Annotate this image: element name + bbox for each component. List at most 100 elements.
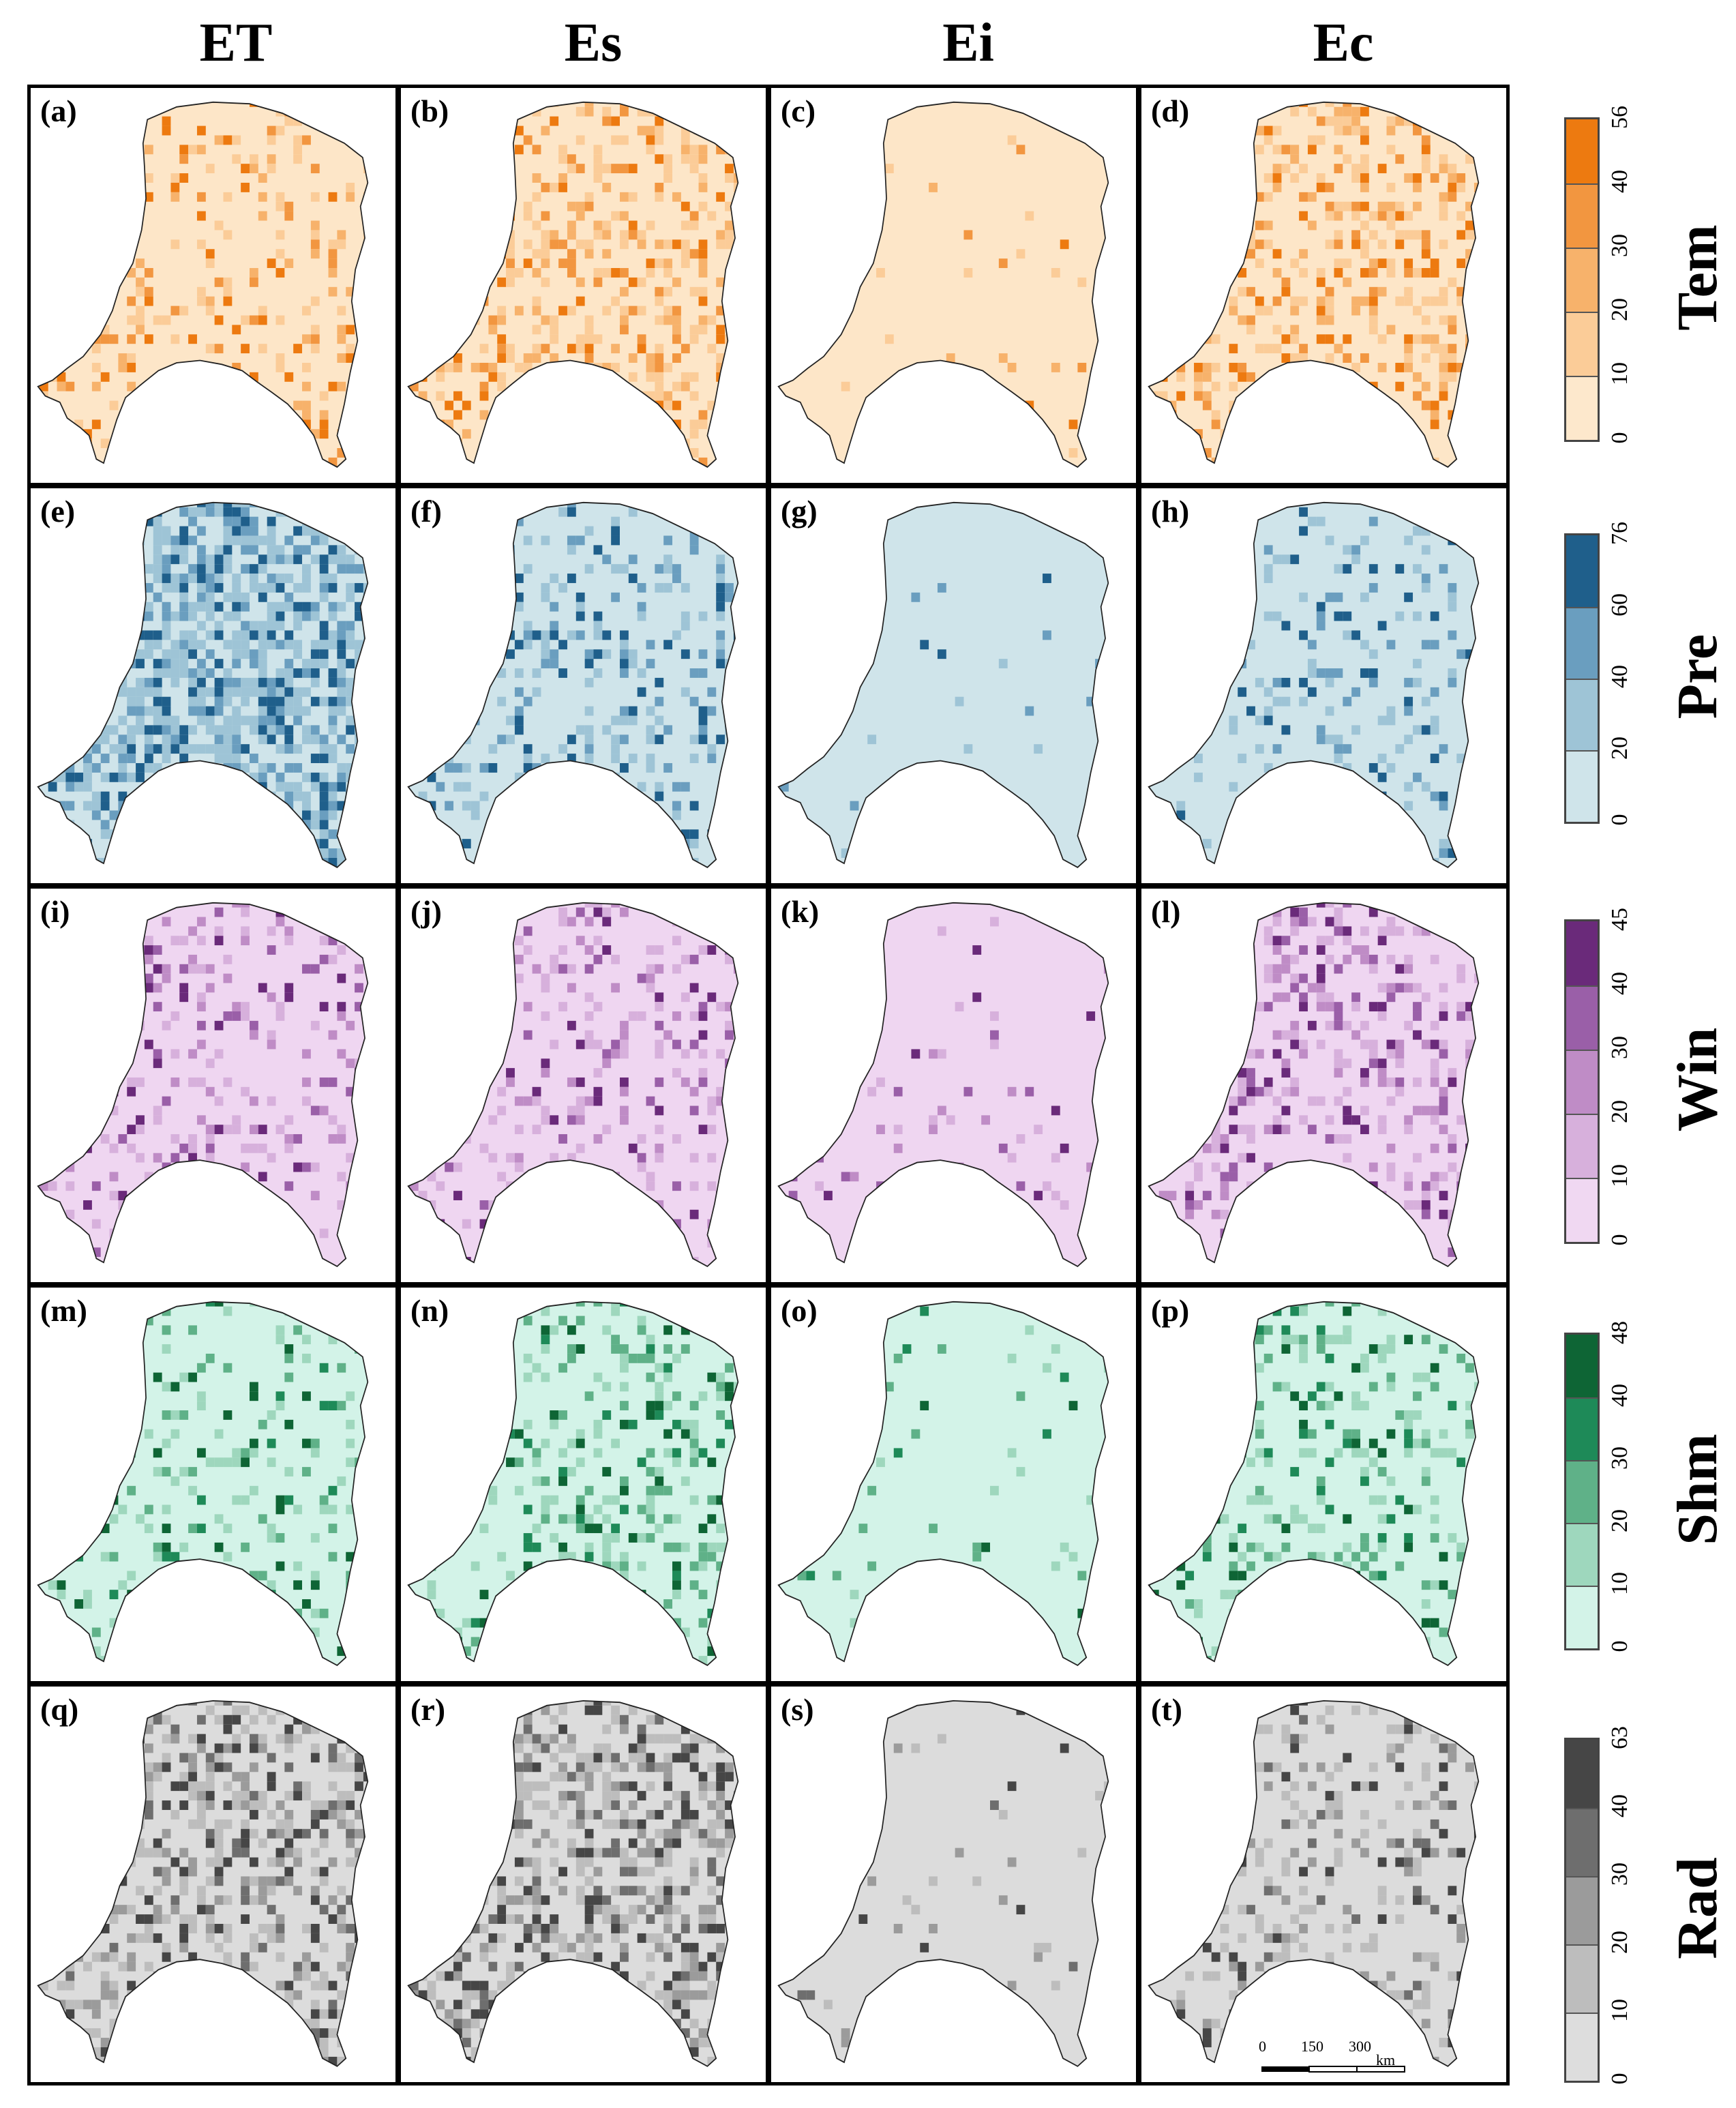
column-title-et: ET <box>199 13 273 73</box>
legend-swatch <box>1566 183 1598 248</box>
panel-label: (b) <box>410 93 449 128</box>
panel-label: (j) <box>410 894 442 929</box>
scale-bar-graphic <box>1261 2066 1405 2073</box>
panel-label: (i) <box>40 894 70 929</box>
panel-label: (h) <box>1151 494 1190 529</box>
watershed-map <box>37 902 369 1268</box>
legend-swatch <box>1566 1523 1598 1586</box>
legend-bar-tem <box>1564 117 1600 442</box>
legend-bar-win <box>1564 919 1600 1244</box>
legend-bar-shm <box>1564 1333 1600 1650</box>
legend-tick: 40 <box>1607 665 1632 688</box>
legend-swatch <box>1566 2013 1598 2081</box>
scale-unit: km <box>1376 2051 1396 2068</box>
map-panel-s: (s) <box>768 1683 1139 2085</box>
panel-label: (d) <box>1151 93 1190 128</box>
map-panel-r: (r) <box>398 1683 769 2085</box>
watershed-map <box>407 501 739 868</box>
scale-tick-300: 300 <box>1349 2038 1371 2055</box>
legend-tick: 20 <box>1607 1100 1632 1123</box>
legend-tick: 10 <box>1607 1999 1632 2022</box>
legend-tick: 63 <box>1607 1726 1632 1749</box>
legend-swatch <box>1566 679 1598 750</box>
legend-tick: 40 <box>1607 1794 1632 1817</box>
legend-tick: 0 <box>1607 1640 1632 1652</box>
variable-label-pre: Pre <box>1666 634 1729 719</box>
legend-bar-pre <box>1564 533 1600 824</box>
map-panel-k: (k) <box>768 885 1139 1286</box>
legend-swatch <box>1566 1397 1598 1460</box>
watershed-map <box>1148 501 1480 868</box>
map-panel-j: (j) <box>398 885 769 1286</box>
watershed-map <box>407 1699 739 2067</box>
legend-tick: 30 <box>1607 1862 1632 1886</box>
legend-swatch <box>1566 248 1598 312</box>
watershed-map <box>777 1699 1109 2067</box>
legend-tick: 0 <box>1607 432 1632 444</box>
legend-tick: 48 <box>1607 1321 1632 1344</box>
panel-label: (l) <box>1151 894 1181 929</box>
legend-swatch <box>1566 1876 1598 1944</box>
map-panel-l: (l) <box>1138 885 1510 1286</box>
watershed-map <box>37 1699 369 2067</box>
variable-label-shm: Shm <box>1666 1434 1729 1545</box>
legend-tick: 45 <box>1607 908 1632 931</box>
legend-tick: 0 <box>1607 814 1632 826</box>
legend-swatch <box>1566 1178 1598 1242</box>
panel-label: (c) <box>781 93 816 128</box>
map-panel-e: (e) <box>27 485 399 887</box>
legend-swatch <box>1566 1050 1598 1114</box>
watershed-map <box>407 1301 739 1667</box>
column-title-ec: Ec <box>1313 13 1374 73</box>
legend-tick: 0 <box>1607 2073 1632 2085</box>
legend-swatch <box>1566 1335 1598 1397</box>
scale-tick-150: 150 <box>1301 2038 1323 2055</box>
legend-tick: 30 <box>1607 1036 1632 1059</box>
legend-swatch <box>1566 985 1598 1050</box>
panel-label: (p) <box>1151 1293 1190 1328</box>
map-panel-o: (o) <box>768 1284 1139 1684</box>
map-panel-d: (d) <box>1138 85 1510 486</box>
map-panel-m: (m) <box>27 1284 399 1684</box>
variable-label-rad: Rad <box>1666 1857 1729 1959</box>
legend-tick: 40 <box>1607 972 1632 995</box>
watershed-map <box>1148 1301 1480 1667</box>
scale-tick-0: 0 <box>1259 2038 1266 2055</box>
legend-tick: 20 <box>1607 1931 1632 1954</box>
legend-swatch <box>1566 1944 1598 2013</box>
legend-tick: 60 <box>1607 593 1632 617</box>
variable-label-tem: Tem <box>1666 224 1729 331</box>
panel-label: (k) <box>781 894 820 929</box>
map-panel-t: (t) <box>1138 1683 1510 2085</box>
legend-tick: 20 <box>1607 1509 1632 1532</box>
legend-swatch <box>1566 921 1598 985</box>
watershed-map <box>777 501 1109 868</box>
panel-label: (t) <box>1151 1692 1182 1727</box>
legend-swatch <box>1566 607 1598 679</box>
legend-swatch <box>1566 535 1598 607</box>
watershed-map <box>777 902 1109 1268</box>
panel-label: (o) <box>781 1293 818 1328</box>
legend-tick: 10 <box>1607 1164 1632 1187</box>
legend-swatch <box>1566 119 1598 183</box>
watershed-map <box>1148 902 1480 1268</box>
panel-label: (q) <box>40 1692 79 1727</box>
map-panel-q: (q) <box>27 1683 399 2085</box>
map-panel-n: (n) <box>398 1284 769 1684</box>
panel-label: (f) <box>410 494 442 529</box>
watershed-map <box>407 101 739 468</box>
watershed-map <box>777 1301 1109 1667</box>
map-panel-a: (a) <box>27 85 399 486</box>
panel-label: (m) <box>40 1293 87 1328</box>
watershed-map <box>37 501 369 868</box>
legend-swatch <box>1566 750 1598 822</box>
legend-tick: 30 <box>1607 1446 1632 1470</box>
legend-tick: 0 <box>1607 1234 1632 1246</box>
map-panel-b: (b) <box>398 85 769 486</box>
legend-swatch <box>1566 1808 1598 1876</box>
legend-tick: 40 <box>1607 170 1632 193</box>
watershed-map <box>37 1301 369 1667</box>
legend-tick: 76 <box>1607 522 1632 545</box>
map-panel-f: (f) <box>398 485 769 887</box>
map-panel-h: (h) <box>1138 485 1510 887</box>
